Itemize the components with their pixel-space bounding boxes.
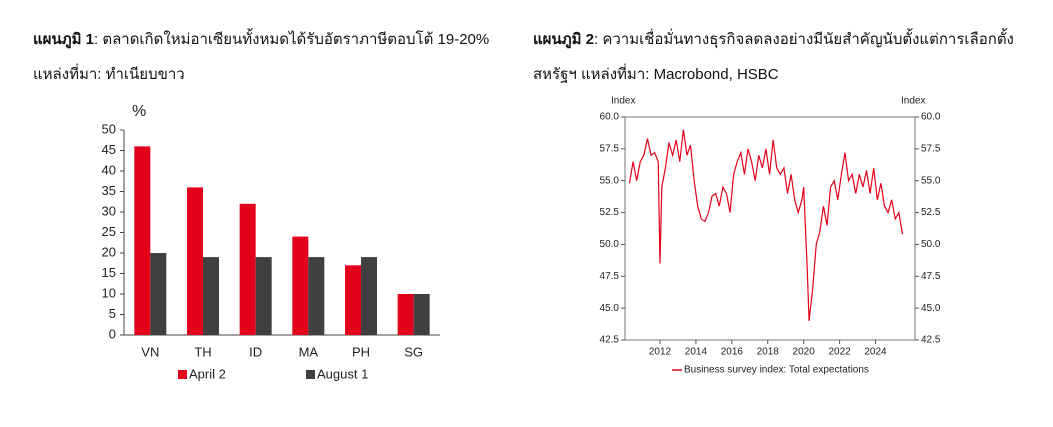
y-tick-label: 45.0 [600, 303, 620, 314]
bar [413, 294, 430, 335]
caption-label: แผนภูมิ 2 [533, 31, 594, 48]
y-tick-label: 42.5 [600, 335, 620, 346]
line [628, 129, 904, 321]
y-tick-label: 47.5 [600, 271, 620, 282]
x-tick-label: 2018 [757, 347, 780, 358]
y2-tick-label: 55.0 [921, 175, 941, 186]
y-tick-label: 50.0 [600, 239, 620, 250]
x-tick-label: SG [404, 344, 423, 359]
y2-tick-label: 47.5 [921, 271, 941, 282]
x-tick-label: 2014 [685, 347, 708, 358]
bar [397, 294, 414, 335]
y-tick-label: 30 [102, 203, 116, 218]
y-tick-label: 35 [102, 183, 116, 198]
bar [134, 146, 151, 335]
x-tick-label: 2022 [828, 347, 851, 358]
x-tick-label: PH [352, 344, 370, 359]
y-tick-label: 52.5 [600, 207, 620, 218]
y-tick-label: 60.0 [600, 112, 620, 123]
y-tick-label: 50 [102, 121, 116, 136]
bar [239, 203, 256, 335]
y2-tick-label: 42.5 [921, 335, 941, 346]
y-tick-label: 40 [102, 162, 116, 177]
bar [203, 257, 219, 335]
bar [361, 257, 377, 335]
legend-label: Business survey index: Total expectation… [684, 365, 869, 376]
legend-label: August 1 [317, 366, 368, 381]
x-tick-label: 2020 [793, 347, 816, 358]
caption-label: แผนภูมิ 1 [33, 31, 94, 48]
x-tick-label: VN [141, 344, 159, 359]
bar [255, 257, 272, 335]
y-tick-label: 57.5 [600, 143, 620, 154]
legend-label: April 2 [189, 366, 226, 381]
y-tick-label: 0 [109, 326, 116, 341]
y2-tick-label: 60.0 [921, 112, 941, 123]
caption-text: : ตลาดเกิดใหม่อาเซียนทั้งหมดได้รับอัตราภ… [33, 31, 490, 83]
x-tick-label: MA [299, 344, 319, 359]
x-tick-label: TH [194, 344, 211, 359]
y-tick-label: 55.0 [600, 175, 620, 186]
y-axis-title: % [132, 103, 146, 120]
y2-tick-label: 45.0 [921, 303, 941, 314]
plot-frame [624, 116, 916, 341]
y-tick-label: 5 [109, 306, 116, 321]
legend-swatch [306, 370, 315, 379]
bar [345, 265, 361, 335]
legend-swatch [178, 370, 187, 379]
y-axis-title: Index [611, 96, 635, 107]
y-tick-label: 25 [102, 224, 116, 239]
x-tick-label: 2012 [649, 347, 672, 358]
y-tick-label: 10 [102, 285, 116, 300]
x-tick-label: 2024 [864, 347, 887, 358]
caption: แผนภูมิ 1: ตลาดเกิดใหม่อาเซียนทั้งหมดได้… [33, 22, 523, 92]
y-tick-label: 45 [102, 142, 116, 157]
y-tick-label: 15 [102, 265, 116, 280]
bar [187, 187, 203, 335]
y-tick-label: 20 [102, 244, 116, 259]
y2-tick-label: 57.5 [921, 143, 941, 154]
caption-text: : ความเชื่อมั่นทางธุรกิจลดลงอย่างมีนัยสำ… [533, 31, 1014, 83]
caption: แผนภูมิ 2: ความเชื่อมั่นทางธุรกิจลดลงอย่… [533, 22, 1023, 92]
y2-tick-label: 52.5 [921, 207, 941, 218]
bar [308, 257, 325, 335]
bar [150, 253, 167, 335]
x-tick-label: 2016 [721, 347, 744, 358]
bar [292, 236, 309, 335]
y2-axis-title: Index [901, 96, 925, 107]
x-tick-label: ID [249, 344, 262, 359]
y2-tick-label: 50.0 [921, 239, 941, 250]
